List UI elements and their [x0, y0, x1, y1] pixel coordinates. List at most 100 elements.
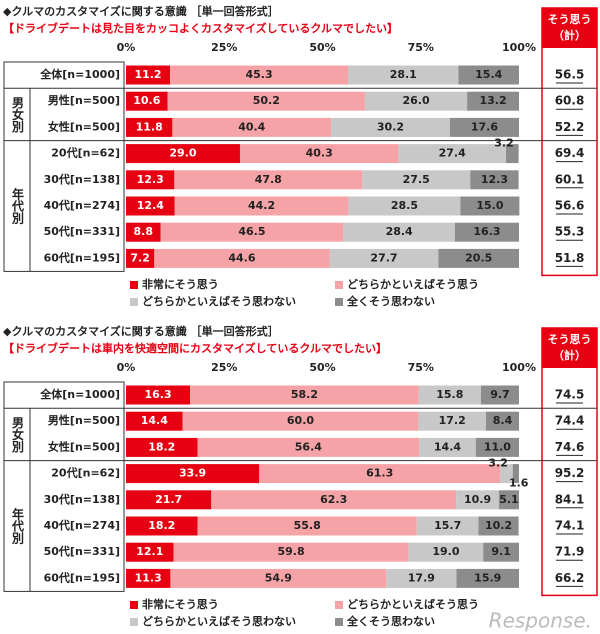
legend-swatch [130, 298, 138, 306]
bar-segment [329, 248, 439, 268]
value-label: 46.5 [238, 225, 265, 238]
bar-segment [362, 170, 471, 190]
bar-segment [182, 411, 419, 431]
value-label: 44.6 [228, 251, 255, 264]
bar-segment [126, 170, 175, 190]
value-label: 27.7 [370, 251, 397, 264]
value-label: 40.4 [238, 120, 265, 133]
value-label: 10.9 [464, 493, 491, 506]
category-label: 40代[n=274] [44, 198, 120, 212]
value-label: 3.2 [494, 137, 514, 150]
bar-segment [331, 117, 450, 137]
value-label: 9.1 [491, 545, 511, 558]
value-label: 15.0 [476, 199, 503, 212]
total-label: 56.5 [555, 68, 585, 82]
bar-segment [126, 91, 168, 111]
x-tick-label: 100% [502, 361, 536, 374]
value-label: 45.3 [245, 68, 272, 81]
bar-segment [126, 222, 161, 242]
value-label: 17.9 [408, 571, 435, 584]
value-label: 47.8 [255, 173, 282, 186]
totals-header: そう思う [548, 333, 592, 346]
bar-segment [408, 542, 484, 562]
bar-segment [126, 144, 240, 164]
value-label: 18.2 [148, 440, 175, 453]
bar-segment [343, 222, 455, 242]
group-label: 男女別 [11, 416, 25, 453]
value-label: 28.5 [391, 199, 418, 212]
bar-segment [449, 117, 519, 137]
legend-swatch [335, 298, 343, 306]
category-label: 60代[n=195] [44, 570, 120, 584]
x-tick-label: 0% [117, 361, 136, 374]
bar-segment [475, 437, 519, 457]
category-label: 全体[n=1000] [39, 67, 120, 81]
group-label: 年代別 [11, 507, 25, 545]
total-label: 84.1 [555, 492, 585, 506]
value-label: 18.2 [148, 519, 175, 532]
bar-segment [386, 568, 457, 588]
bar-segment [197, 437, 420, 457]
totals-header-box [542, 8, 597, 48]
total-label: 51.8 [555, 251, 585, 265]
group-label: 男女別 [11, 96, 25, 133]
bar-segment [460, 196, 520, 216]
totals-header: （計） [553, 348, 586, 362]
total-label: 71.9 [555, 545, 585, 559]
bar-segment [126, 248, 155, 268]
legend-label: どちらかといえばそう思う [347, 597, 479, 611]
value-label: 26.0 [402, 94, 429, 107]
legend-label: 非常にそう思う [142, 277, 219, 291]
bar-segment [197, 516, 417, 536]
bar-segment [419, 437, 476, 457]
totals-frame [541, 327, 598, 597]
bar-segment [485, 411, 519, 431]
value-label: 62.3 [320, 493, 347, 506]
bar-segment [126, 411, 183, 431]
value-label: 28.4 [386, 225, 413, 238]
legend-swatch [130, 281, 138, 289]
x-tick-label: 25% [211, 361, 237, 374]
value-label: 16.3 [473, 225, 500, 238]
chart-subtitle: 【ドライブデートは車内を快適空間にカスタマイズしているクルマでしたい】 [3, 341, 387, 355]
bar-segment [259, 464, 501, 484]
value-label: 56.4 [295, 440, 322, 453]
total-label: 95.2 [555, 466, 585, 480]
category-label: 女性[n=500] [48, 439, 120, 453]
totals-header-box [542, 328, 597, 368]
x-tick-label: 75% [408, 361, 434, 374]
total-label: 60.1 [555, 172, 585, 186]
value-label: 33.9 [179, 467, 206, 480]
value-label: 12.4 [137, 199, 164, 212]
value-label: 44.2 [248, 199, 275, 212]
value-label: 55.8 [294, 519, 321, 532]
bar-segment [458, 65, 519, 85]
category-label: 30代[n=138] [44, 492, 120, 506]
bar-segment [154, 248, 330, 268]
x-tick-label: 50% [309, 361, 335, 374]
bar-segment [174, 196, 349, 216]
value-label: 15.7 [434, 519, 461, 532]
category-label: 40代[n=274] [44, 518, 120, 532]
category-label: 男性[n=500] [48, 413, 120, 427]
bar-segment [498, 490, 519, 510]
label-frame [3, 381, 125, 592]
value-label: 13.2 [479, 94, 506, 107]
legend-label: 非常にそう思う [142, 597, 219, 611]
totals-header: （計） [553, 28, 586, 42]
total-label: 74.5 [555, 388, 585, 402]
label-frame [3, 61, 125, 272]
legend-swatch [130, 601, 138, 609]
bar-segment [454, 222, 519, 242]
bar-segment [438, 248, 519, 268]
value-label: 8.4 [493, 414, 513, 427]
value-label: 1.6 [509, 477, 529, 490]
bar-segment [126, 542, 174, 562]
total-label: 60.8 [555, 94, 585, 108]
total-label: 52.2 [555, 120, 585, 134]
bar-segment [478, 516, 519, 536]
bar-segment [416, 516, 479, 536]
legend-swatch [130, 618, 138, 626]
bar-segment [190, 385, 419, 405]
